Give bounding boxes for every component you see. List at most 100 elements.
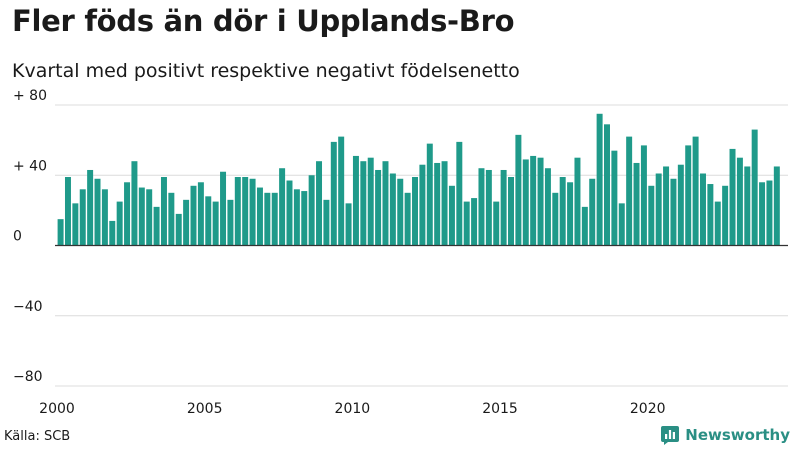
bar [515, 134, 522, 246]
bar [227, 199, 234, 246]
bar [345, 203, 352, 246]
bar [323, 199, 330, 246]
bar [57, 219, 64, 246]
bar [471, 198, 478, 246]
bar [692, 136, 699, 246]
bar [655, 173, 662, 246]
bar [707, 184, 714, 246]
bar [699, 173, 706, 246]
bar [87, 169, 94, 246]
bar [212, 201, 219, 246]
bar [234, 177, 241, 246]
bar [352, 155, 359, 246]
bar [537, 157, 544, 246]
bar [559, 177, 566, 246]
bar [633, 162, 640, 246]
y-axis-labels: + 80 + 40 0 −40 −80 [13, 88, 47, 385]
bar [220, 171, 227, 246]
bar [168, 192, 175, 246]
bar [663, 166, 670, 246]
bar [256, 187, 263, 246]
x-axis-labels: 2000 2005 2010 2015 2020 [39, 401, 665, 417]
bar [301, 191, 308, 246]
source-note: Källa: SCB [4, 429, 71, 444]
bar [375, 169, 382, 246]
bar [618, 203, 625, 246]
bar [426, 143, 433, 246]
bar [729, 148, 736, 246]
bar [271, 192, 278, 246]
bar [463, 201, 470, 246]
bar [404, 192, 411, 246]
bar [330, 141, 337, 246]
y-tick-label: −40 [13, 299, 43, 315]
bar [478, 168, 485, 246]
bars [57, 113, 780, 246]
bar [589, 178, 596, 246]
bar [131, 161, 138, 246]
bar [596, 113, 603, 246]
bar [751, 129, 758, 246]
bar [124, 182, 131, 246]
bar [101, 189, 108, 246]
y-tick-label: + 40 [13, 158, 47, 174]
bar [146, 189, 153, 246]
chart-title: Fler föds än dör i Upplands-Bro [12, 4, 515, 38]
bar [685, 145, 692, 246]
bar [670, 178, 677, 246]
bar [567, 182, 574, 246]
bar [544, 168, 551, 246]
bar [190, 185, 197, 246]
chart-subtitle: Kvartal med positivt respektive negativt… [12, 60, 520, 82]
bar [530, 155, 537, 246]
bar [744, 166, 751, 246]
bar [485, 169, 492, 246]
brand-name: Newsworthy [685, 426, 790, 444]
bar [714, 201, 721, 246]
bar [508, 177, 514, 246]
bar [419, 164, 426, 246]
brand-logo: Newsworthy [660, 425, 790, 445]
bar [626, 136, 633, 246]
bar [264, 192, 271, 246]
y-tick-label: + 80 [13, 88, 47, 104]
bar [79, 189, 86, 246]
bar [175, 213, 182, 246]
bar [286, 180, 293, 246]
y-tick-label: −80 [13, 369, 43, 385]
x-tick-label: 2010 [335, 401, 371, 417]
x-tick-label: 2015 [482, 401, 518, 417]
x-tick-label: 2000 [39, 401, 75, 417]
bar [412, 177, 419, 246]
bar [522, 159, 529, 246]
bar [367, 157, 374, 246]
bar [611, 150, 618, 246]
bar [249, 178, 256, 246]
y-tick-label: 0 [13, 229, 22, 245]
bar [338, 136, 345, 246]
bar [759, 182, 766, 246]
bar [109, 220, 116, 246]
bar [441, 161, 448, 246]
bar [64, 177, 71, 246]
bar [382, 161, 389, 246]
bar [308, 175, 315, 246]
bar [205, 196, 212, 246]
bar [293, 189, 300, 246]
bar [552, 192, 559, 246]
bar [581, 206, 588, 246]
bar [766, 180, 773, 246]
bar [360, 161, 367, 246]
bar [640, 145, 647, 246]
bar [94, 178, 101, 246]
newsworthy-chart-icon [661, 426, 680, 445]
bar [316, 161, 323, 246]
bar [389, 173, 396, 246]
bar [183, 199, 190, 246]
bar [500, 169, 507, 246]
x-tick-label: 2020 [630, 401, 666, 417]
bar [448, 185, 455, 246]
bar [138, 187, 145, 246]
bar [153, 206, 160, 246]
